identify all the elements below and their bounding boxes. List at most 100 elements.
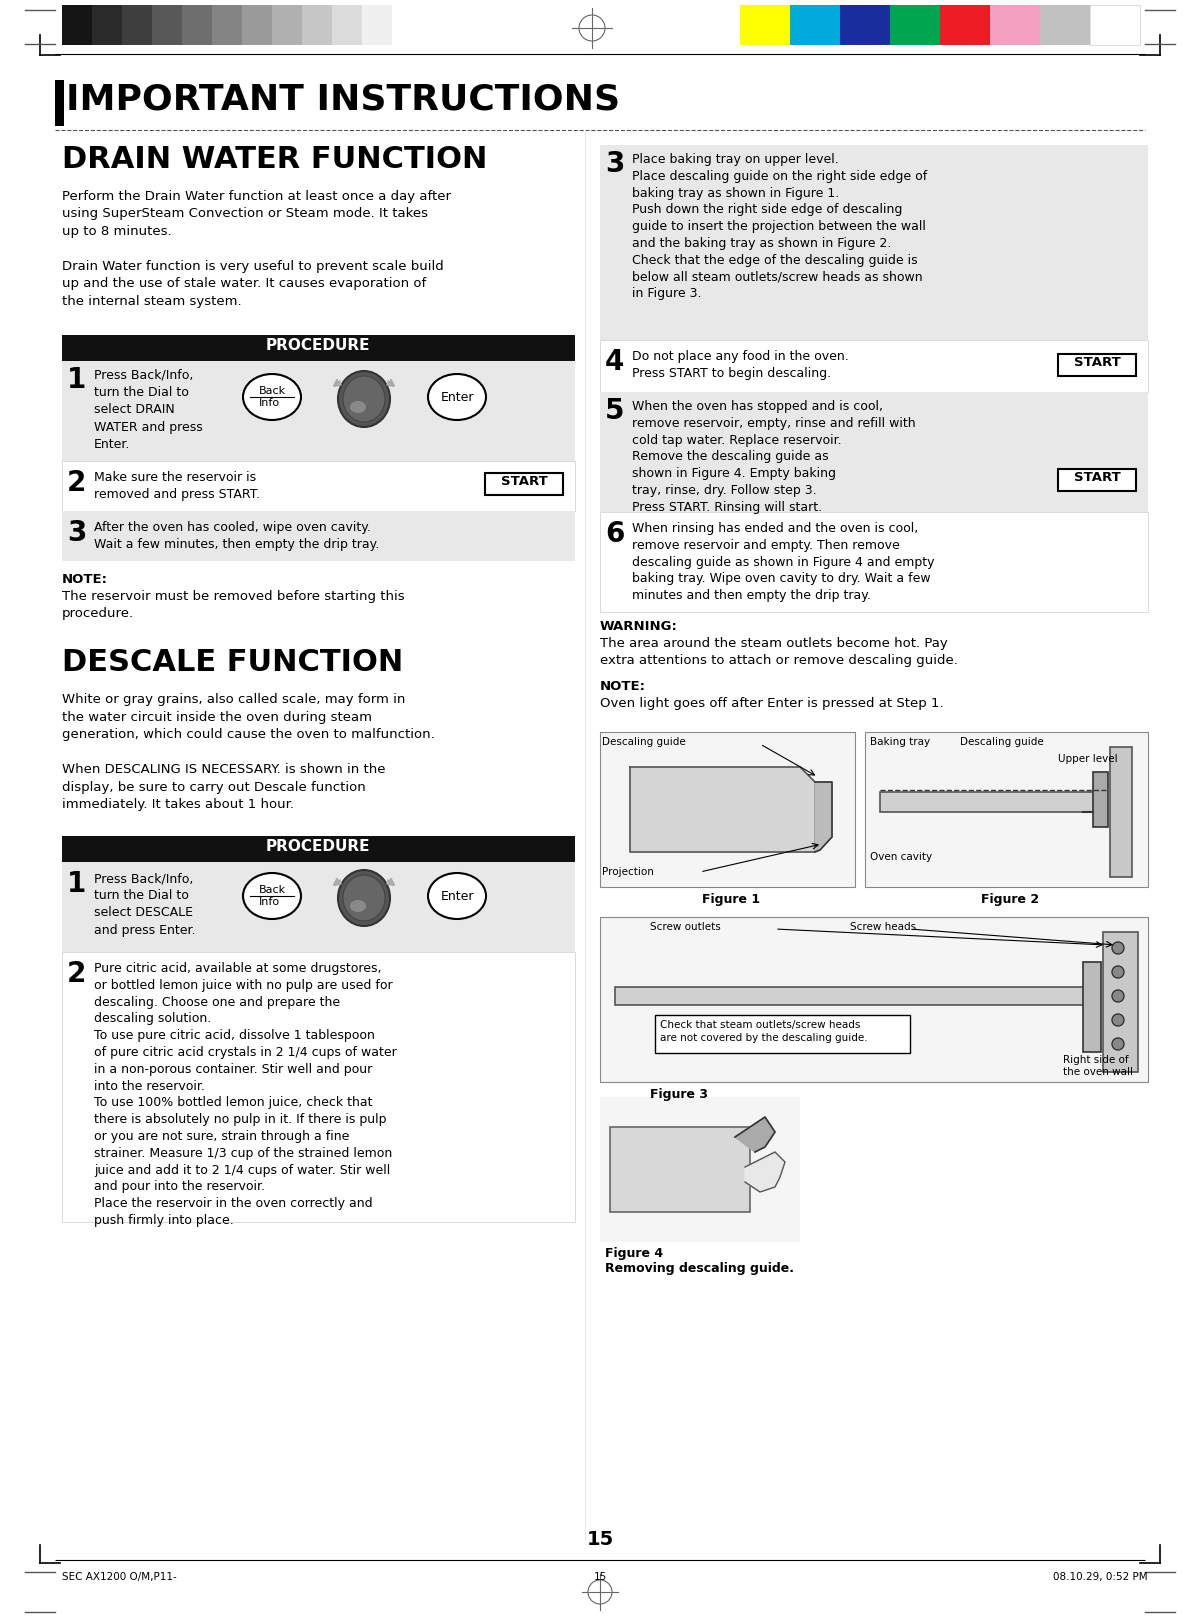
Text: Upper level: Upper level <box>1058 755 1117 764</box>
Text: Baking tray: Baking tray <box>870 737 930 747</box>
Bar <box>332 5 362 45</box>
Bar <box>740 5 790 45</box>
Text: DRAIN WATER FUNCTION: DRAIN WATER FUNCTION <box>62 144 487 174</box>
Text: Figure 4: Figure 4 <box>605 1246 664 1259</box>
Text: Descaling guide: Descaling guide <box>602 737 685 747</box>
Text: Do not place any food in the oven.
Press START to begin descaling.: Do not place any food in the oven. Press… <box>632 351 848 380</box>
Text: Oven cavity: Oven cavity <box>870 852 932 862</box>
Bar <box>302 5 332 45</box>
Text: WARNING:: WARNING: <box>600 620 678 633</box>
Polygon shape <box>734 1117 775 1152</box>
Text: NOTE:: NOTE: <box>600 680 646 693</box>
Ellipse shape <box>343 875 385 920</box>
Bar <box>182 5 212 45</box>
Text: Press Back/Info,
turn the Dial to
select DESCALE
and press Enter.: Press Back/Info, turn the Dial to select… <box>94 872 196 936</box>
Bar <box>616 987 1093 1005</box>
Text: 1: 1 <box>67 870 86 898</box>
Text: PROCEDURE: PROCEDURE <box>265 338 371 352</box>
Ellipse shape <box>242 873 301 919</box>
Text: 15: 15 <box>593 1573 607 1582</box>
Text: Back
Info: Back Info <box>258 386 286 409</box>
Polygon shape <box>815 782 832 852</box>
Text: IMPORTANT INSTRUCTIONS: IMPORTANT INSTRUCTIONS <box>66 83 620 115</box>
Text: DESCALE FUNCTION: DESCALE FUNCTION <box>62 648 403 677</box>
Circle shape <box>1112 1014 1124 1026</box>
Bar <box>600 511 1148 612</box>
Bar <box>600 732 854 888</box>
Circle shape <box>1112 1039 1124 1050</box>
Text: 15: 15 <box>587 1530 613 1548</box>
Bar <box>990 5 1040 45</box>
Bar <box>600 339 1148 393</box>
Bar <box>790 5 840 45</box>
Bar <box>242 5 272 45</box>
Text: PROCEDURE: PROCEDURE <box>265 839 371 854</box>
Text: Figure 2: Figure 2 <box>982 893 1039 906</box>
Text: START: START <box>1074 471 1121 484</box>
Text: Drain Water function is very useful to prevent scale build
up and the use of sta: Drain Water function is very useful to p… <box>62 260 444 308</box>
Text: The area around the steam outlets become hot. Pay
extra attentions to attach or : The area around the steam outlets become… <box>600 636 958 667</box>
Bar <box>1058 354 1136 377</box>
Text: Pure citric acid, available at some drugstores,
or bottled lemon juice with no p: Pure citric acid, available at some drug… <box>94 962 397 1227</box>
Text: Place baking tray on upper level.
Place descaling guide on the right side edge o: Place baking tray on upper level. Place … <box>632 153 928 300</box>
Text: 2: 2 <box>67 469 86 497</box>
Ellipse shape <box>350 901 366 912</box>
Text: Screw heads: Screw heads <box>850 922 916 932</box>
Bar <box>62 836 575 862</box>
Text: Figure 3: Figure 3 <box>650 1087 708 1100</box>
Text: NOTE:: NOTE: <box>62 573 108 586</box>
Text: The reservoir must be removed before starting this
procedure.: The reservoir must be removed before sta… <box>62 591 404 620</box>
Text: START: START <box>1074 355 1121 368</box>
Bar <box>600 917 1148 1083</box>
Bar <box>840 5 890 45</box>
Bar <box>940 5 990 45</box>
Text: 5: 5 <box>605 398 624 425</box>
Ellipse shape <box>350 401 366 412</box>
Text: Press Back/Info,
turn the Dial to
select DRAIN
WATER and press
Enter.: Press Back/Info, turn the Dial to select… <box>94 368 203 451</box>
Bar <box>62 953 575 1222</box>
Bar <box>362 5 392 45</box>
Bar <box>485 472 563 495</box>
Bar <box>1103 932 1138 1073</box>
Text: SEC AX1200 O/M,P11-: SEC AX1200 O/M,P11- <box>62 1573 176 1582</box>
Text: Projection: Projection <box>602 867 654 876</box>
Text: After the oven has cooled, wipe oven cavity.
Wait a few minutes, then empty the : After the oven has cooled, wipe oven cav… <box>94 521 379 552</box>
Bar <box>212 5 242 45</box>
Bar <box>655 1014 910 1053</box>
Bar <box>880 792 1103 812</box>
Text: 3: 3 <box>67 519 86 547</box>
Bar <box>62 5 92 45</box>
Circle shape <box>1112 941 1124 954</box>
Bar <box>1058 469 1136 492</box>
Bar <box>1040 5 1090 45</box>
Ellipse shape <box>338 870 390 927</box>
Bar <box>890 5 940 45</box>
Text: Screw outlets: Screw outlets <box>650 922 721 932</box>
Bar <box>122 5 152 45</box>
Text: 6: 6 <box>605 519 624 549</box>
Text: START: START <box>500 476 547 489</box>
Bar <box>62 334 575 360</box>
Bar <box>152 5 182 45</box>
Text: Oven light goes off after Enter is pressed at Step 1.: Oven light goes off after Enter is press… <box>600 696 943 709</box>
Text: 2: 2 <box>67 959 86 988</box>
Text: Check that steam outlets/screw heads
are not covered by the descaling guide.: Check that steam outlets/screw heads are… <box>660 1019 868 1044</box>
Bar <box>600 144 1148 339</box>
Bar <box>600 1097 800 1242</box>
Bar <box>62 461 575 511</box>
Text: When DESCALING IS NECESSARY. is shown in the
display, be sure to carry out Desca: When DESCALING IS NECESSARY. is shown in… <box>62 763 385 812</box>
Text: Enter: Enter <box>440 889 474 902</box>
Ellipse shape <box>242 373 301 420</box>
Text: 08.10.29, 0:52 PM: 08.10.29, 0:52 PM <box>1054 1573 1148 1582</box>
Text: Removing descaling guide.: Removing descaling guide. <box>605 1263 794 1276</box>
Text: White or gray grains, also called scale, may form in
the water circuit inside th: White or gray grains, also called scale,… <box>62 693 434 742</box>
Ellipse shape <box>343 377 385 422</box>
Bar <box>1093 773 1108 828</box>
Bar <box>62 360 575 461</box>
Bar <box>865 732 1148 888</box>
Bar <box>62 862 575 953</box>
Text: Perform the Drain Water function at least once a day after
using SuperSteam Conv: Perform the Drain Water function at leas… <box>62 190 451 239</box>
Text: When rinsing has ended and the oven is cool,
remove reservoir and empty. Then re: When rinsing has ended and the oven is c… <box>632 523 935 602</box>
Text: Enter: Enter <box>440 391 474 404</box>
Bar <box>92 5 122 45</box>
